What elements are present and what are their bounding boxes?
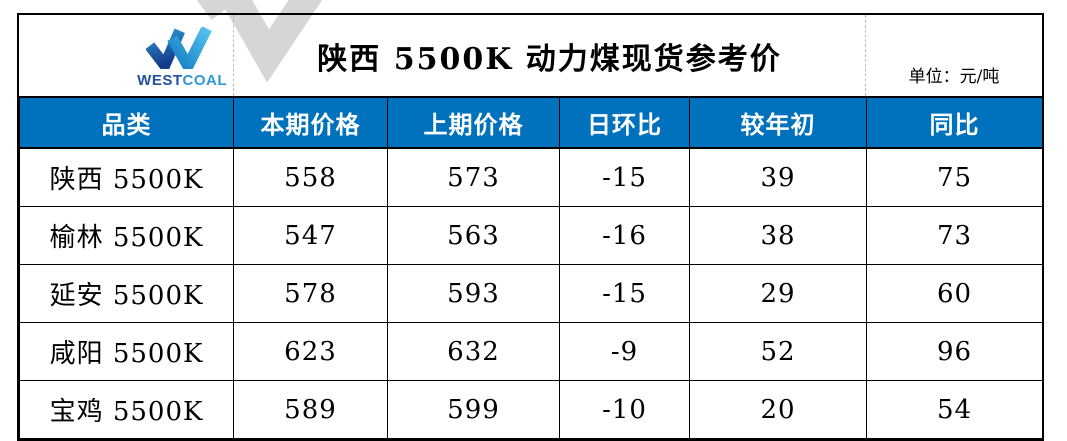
brand-wordmark: WESTCOAL: [137, 72, 227, 89]
cell-ytd-change: 20: [689, 380, 867, 439]
col-header-current-price: 本期价格: [233, 98, 388, 149]
brand-wordmark-west: WEST: [137, 71, 183, 89]
table-row: 宝鸡 5500K 589 599 -10 20 54: [19, 380, 1043, 439]
cell-daily-change: -10: [559, 380, 690, 439]
cell-previous-price: 599: [387, 380, 560, 439]
cell-previous-price: 573: [387, 147, 560, 207]
cell-current-price: 623: [233, 322, 388, 381]
cell-previous-price: 593: [387, 264, 560, 323]
cell-ytd-change: 52: [689, 322, 867, 381]
cell-daily-change: -15: [559, 147, 690, 207]
cell-yoy-change: 73: [866, 206, 1043, 265]
cell-previous-price: 563: [387, 206, 560, 265]
table-row: 陕西 5500K 558 573 -15 39 75: [19, 147, 1043, 207]
col-header-ytd-change: 较年初: [689, 98, 867, 149]
table-row: 榆林 5500K 547 563 -16 38 73: [19, 206, 1043, 265]
westcoal-w-icon: [146, 26, 212, 69]
cell-current-price: 578: [233, 264, 388, 323]
col-header-yoy-change: 同比: [866, 98, 1043, 149]
title-band: WESTCOAL 陕西 5500K 动力煤现货参考价 单位：元/吨: [19, 15, 1042, 98]
table-row: 延安 5500K 578 593 -15 29 60: [19, 264, 1043, 323]
cell-daily-change: -9: [559, 322, 690, 381]
cell-current-price: 558: [233, 147, 388, 207]
cell-yoy-change: 60: [866, 264, 1043, 323]
cell-category: 榆林 5500K: [19, 206, 234, 265]
col-header-daily-change: 日环比: [559, 98, 690, 149]
brand-block: WESTCOAL: [137, 23, 227, 89]
cell-ytd-change: 29: [689, 264, 867, 323]
cell-current-price: 589: [233, 380, 388, 439]
cell-yoy-change: 75: [866, 147, 1043, 207]
table-row: 咸阳 5500K 623 632 -9 52 96: [19, 322, 1043, 381]
table-header-row: 品类 本期价格 上期价格 日环比 较年初 同比: [19, 98, 1043, 149]
cell-yoy-change: 54: [866, 380, 1043, 439]
page-title: 陕西 5500K 动力煤现货参考价: [233, 15, 866, 96]
cell-yoy-change: 96: [866, 322, 1043, 381]
price-table: 品类 本期价格 上期价格 日环比 较年初 同比 陕西 5500K 558 573…: [19, 98, 1043, 439]
brand-wordmark-coal: COAL: [182, 71, 227, 89]
cell-daily-change: -16: [559, 206, 690, 265]
col-header-previous-price: 上期价格: [387, 98, 560, 149]
cell-ytd-change: 39: [689, 147, 867, 207]
cell-category: 陕西 5500K: [19, 147, 234, 207]
cell-current-price: 547: [233, 206, 388, 265]
cell-daily-change: -15: [559, 264, 690, 323]
cell-category: 宝鸡 5500K: [19, 380, 234, 439]
cell-previous-price: 632: [387, 322, 560, 381]
col-header-category: 品类: [19, 98, 234, 149]
price-table-sheet: WESTCOAL 陕西 5500K 动力煤现货参考价 单位：元/吨 品类 本期价…: [17, 13, 1044, 441]
cell-category: 延安 5500K: [19, 264, 234, 323]
unit-label: 单位：元/吨: [908, 67, 1000, 87]
cell-category: 咸阳 5500K: [19, 322, 234, 381]
cell-ytd-change: 38: [689, 206, 867, 265]
brand-logo: WESTCOAL: [19, 15, 233, 96]
